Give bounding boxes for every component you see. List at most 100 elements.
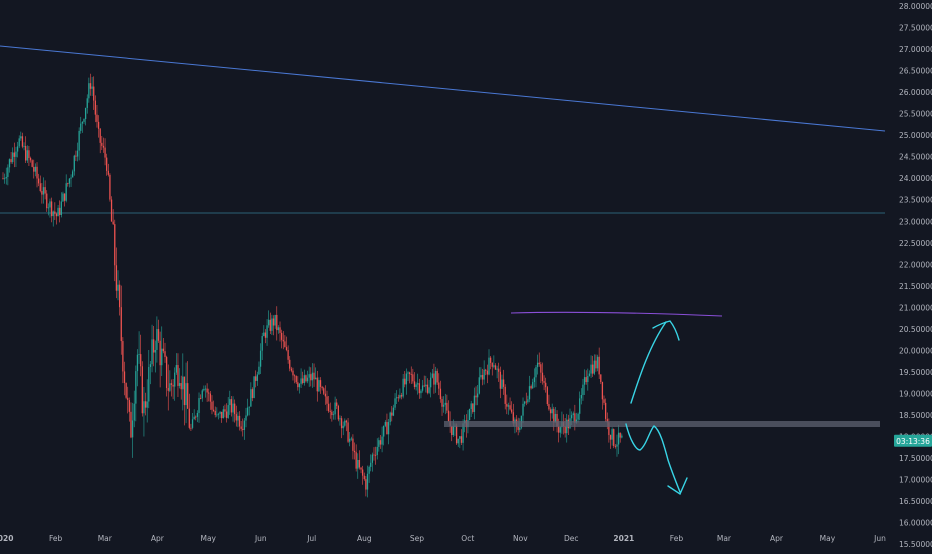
candle-body: [13, 152, 15, 157]
candle-body: [536, 362, 539, 368]
candle-body: [232, 403, 234, 413]
candle-body: [165, 356, 168, 389]
candle-body: [415, 384, 417, 387]
candle-body: [33, 166, 35, 172]
candle-body: [26, 150, 28, 161]
x-tick-label: May: [200, 534, 216, 543]
candle-body: [489, 357, 492, 363]
candle-body: [109, 174, 111, 200]
y-tick-label: 16.00000: [899, 519, 932, 528]
candle-body: [352, 438, 354, 451]
candle-body: [225, 411, 228, 418]
candle-body: [112, 221, 114, 225]
candle-body: [89, 83, 92, 89]
candle-body: [606, 418, 608, 423]
candle-body: [216, 414, 218, 416]
candle-body: [99, 128, 101, 143]
candle-body: [533, 377, 536, 383]
candle-body: [251, 389, 254, 398]
candle-body: [50, 201, 53, 217]
candle-body: [253, 376, 255, 398]
candle-body: [332, 414, 335, 416]
candle-body: [217, 413, 220, 415]
candle-body: [523, 401, 526, 404]
x-tick-label: Feb: [49, 534, 63, 543]
candle-body: [290, 368, 293, 371]
bearish-projection-arrow: [625, 423, 681, 493]
y-tick-label: 24.50000: [899, 153, 932, 162]
candle-body: [493, 365, 495, 367]
candle-body: [214, 410, 216, 416]
candle-body: [235, 414, 237, 421]
candle-body: [209, 393, 212, 402]
candle-body: [430, 377, 432, 388]
candle-body: [28, 150, 30, 159]
descending-trendline: [0, 45, 886, 132]
candle-body: [230, 399, 233, 413]
candle-body: [350, 438, 352, 440]
candle-body: [509, 405, 511, 410]
support-zone: [444, 421, 880, 427]
candle-body: [248, 406, 250, 408]
candle-body: [272, 318, 275, 326]
candle-body: [227, 405, 229, 418]
candle-body: [62, 193, 64, 202]
candle-body: [91, 86, 93, 89]
candle-body: [585, 377, 587, 383]
candle-body: [2, 178, 4, 179]
candle-body: [86, 98, 88, 108]
candle-body: [102, 145, 105, 148]
candle-body: [504, 386, 506, 404]
candle-body: [603, 399, 605, 403]
candle-body: [149, 364, 152, 368]
candle-body: [499, 371, 501, 389]
candle-body: [572, 413, 574, 416]
candle-body: [84, 107, 87, 120]
candle-body: [206, 388, 208, 393]
candle-body: [363, 475, 365, 480]
candle-body: [101, 142, 103, 146]
candle-body: [549, 409, 552, 414]
candle-body: [583, 377, 586, 385]
candle-body: [598, 356, 600, 375]
candle-body: [141, 366, 143, 414]
candle-body: [20, 136, 22, 139]
candle-body: [159, 340, 161, 366]
y-tick-label: 28.00000: [899, 2, 932, 11]
candle-body: [269, 319, 271, 331]
y-tick-label: 16.50000: [899, 497, 932, 506]
candle-body: [588, 373, 591, 376]
candle-body: [128, 400, 131, 412]
candle-body: [72, 171, 74, 178]
candle-body: [243, 420, 246, 430]
y-tick-label: 17.00000: [899, 476, 932, 485]
candle-body: [400, 395, 403, 397]
candle-body: [378, 440, 380, 447]
candle-body: [190, 427, 192, 429]
candle-body: [371, 454, 374, 463]
candle-body: [609, 435, 612, 440]
y-tick-label: 22.00000: [899, 260, 932, 269]
candle-body: [481, 374, 484, 380]
candle-body: [83, 119, 85, 122]
candle-body: [412, 374, 414, 382]
candle-body: [433, 373, 435, 385]
candle-body: [250, 389, 252, 407]
x-tick-label: Feb: [670, 534, 684, 543]
y-tick-label: 21.00000: [899, 303, 932, 312]
x-tick-label: May: [820, 534, 836, 543]
candle-body: [324, 393, 327, 397]
candle-body: [277, 327, 280, 331]
candle-body: [517, 426, 519, 430]
bearish-arrow-head: [667, 477, 688, 496]
x-tick-label: 2021: [613, 534, 634, 543]
candle-body: [154, 349, 156, 353]
candle-body: [256, 374, 258, 381]
candle-body: [491, 362, 493, 367]
candle-body: [302, 378, 304, 384]
candle-body: [519, 427, 521, 430]
candle-body: [130, 411, 132, 438]
candle-body: [556, 413, 558, 427]
x-tick-label: Jun: [254, 534, 267, 543]
